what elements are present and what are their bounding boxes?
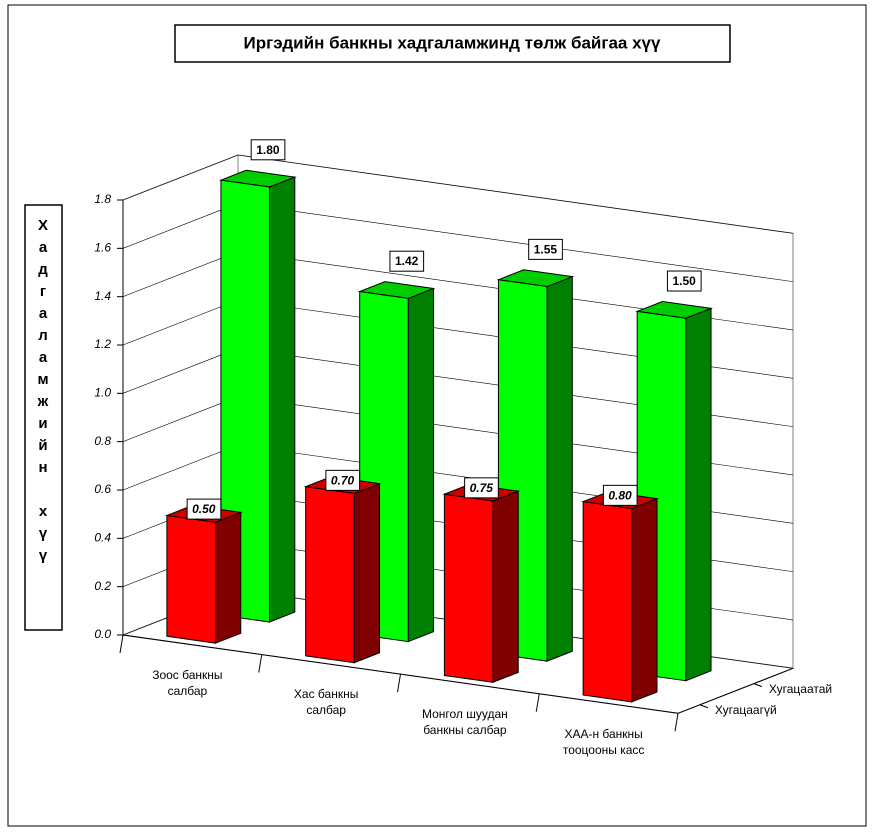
legend-label: Хугацаатай	[769, 682, 832, 696]
bar-side	[214, 511, 242, 644]
value-label-box	[602, 484, 638, 506]
value-label-box	[528, 238, 563, 260]
depth-tick	[699, 704, 709, 709]
bar-side	[631, 497, 658, 703]
grid-line	[122, 444, 239, 491]
y-tick-label: 1.4	[94, 289, 111, 303]
y-tick-label: 1.6	[94, 241, 111, 255]
value-label: 0.70	[331, 473, 355, 487]
y-label-box	[24, 204, 63, 631]
y-tick-label: 1.8	[94, 192, 111, 206]
value-label: 0.75	[470, 481, 494, 495]
bar	[305, 486, 355, 664]
y-tick-label: 0.0	[94, 627, 111, 641]
value-label-box	[325, 469, 361, 491]
bar	[582, 501, 633, 703]
depth-axis	[677, 667, 794, 714]
value-label: 1.55	[534, 242, 558, 256]
bar	[166, 514, 216, 644]
y-tick-label: 0.4	[94, 531, 111, 545]
grid-line	[237, 203, 794, 282]
chart-title: Иргэдийн банкны хадгаламжинд төлж байгаа…	[244, 33, 661, 52]
x-tick-label: Хас банкны салбар	[293, 687, 359, 718]
bar-side	[407, 287, 435, 643]
y-tick-label: 1.2	[94, 337, 111, 351]
x-tick	[535, 693, 540, 712]
bar-side	[269, 176, 296, 623]
grid-line	[122, 348, 239, 394]
value-label-box	[666, 270, 702, 292]
value-label: 1.80	[256, 143, 280, 157]
x-tick	[258, 654, 263, 673]
y-tick-label: 0.2	[94, 579, 111, 593]
grid-line	[122, 299, 239, 346]
bar-side	[685, 307, 712, 682]
value-label-box	[389, 250, 425, 272]
legend-label: Хугацаагүй	[715, 703, 777, 717]
grid-line	[237, 154, 794, 234]
x-tick	[674, 713, 679, 732]
value-label: 0.50	[192, 502, 216, 516]
x-tick-label: ХАА-н банкны тооцооны касс	[562, 726, 645, 757]
x-tick	[119, 634, 124, 654]
x-tick-label: Монгол шуудан банкны салбар	[421, 706, 508, 737]
bar-side	[492, 490, 519, 684]
grid-line	[122, 396, 239, 442]
value-label-box	[186, 498, 222, 520]
value-label-box	[250, 139, 286, 161]
value-label: 1.50	[672, 274, 696, 288]
grid-line	[122, 154, 239, 201]
value-label: 0.80	[608, 488, 632, 502]
bar-side	[546, 275, 573, 662]
bar	[443, 493, 494, 683]
value-label-box	[464, 477, 499, 499]
value-label: 1.42	[395, 254, 419, 268]
title-box	[174, 24, 731, 63]
bar-side	[353, 482, 380, 664]
y-tick-label: 1.0	[94, 386, 111, 400]
grid-line	[122, 203, 239, 249]
y-tick-label: 0.8	[94, 434, 111, 448]
depth-tick	[753, 683, 763, 688]
x-tick	[397, 674, 401, 693]
x-tick-label: Зоос банкны салбар	[152, 667, 223, 698]
y-axis-label: Хадгаламжийн хүү	[35, 217, 52, 569]
y-tick-label: 0.6	[94, 482, 111, 496]
grid-line	[122, 251, 239, 297]
